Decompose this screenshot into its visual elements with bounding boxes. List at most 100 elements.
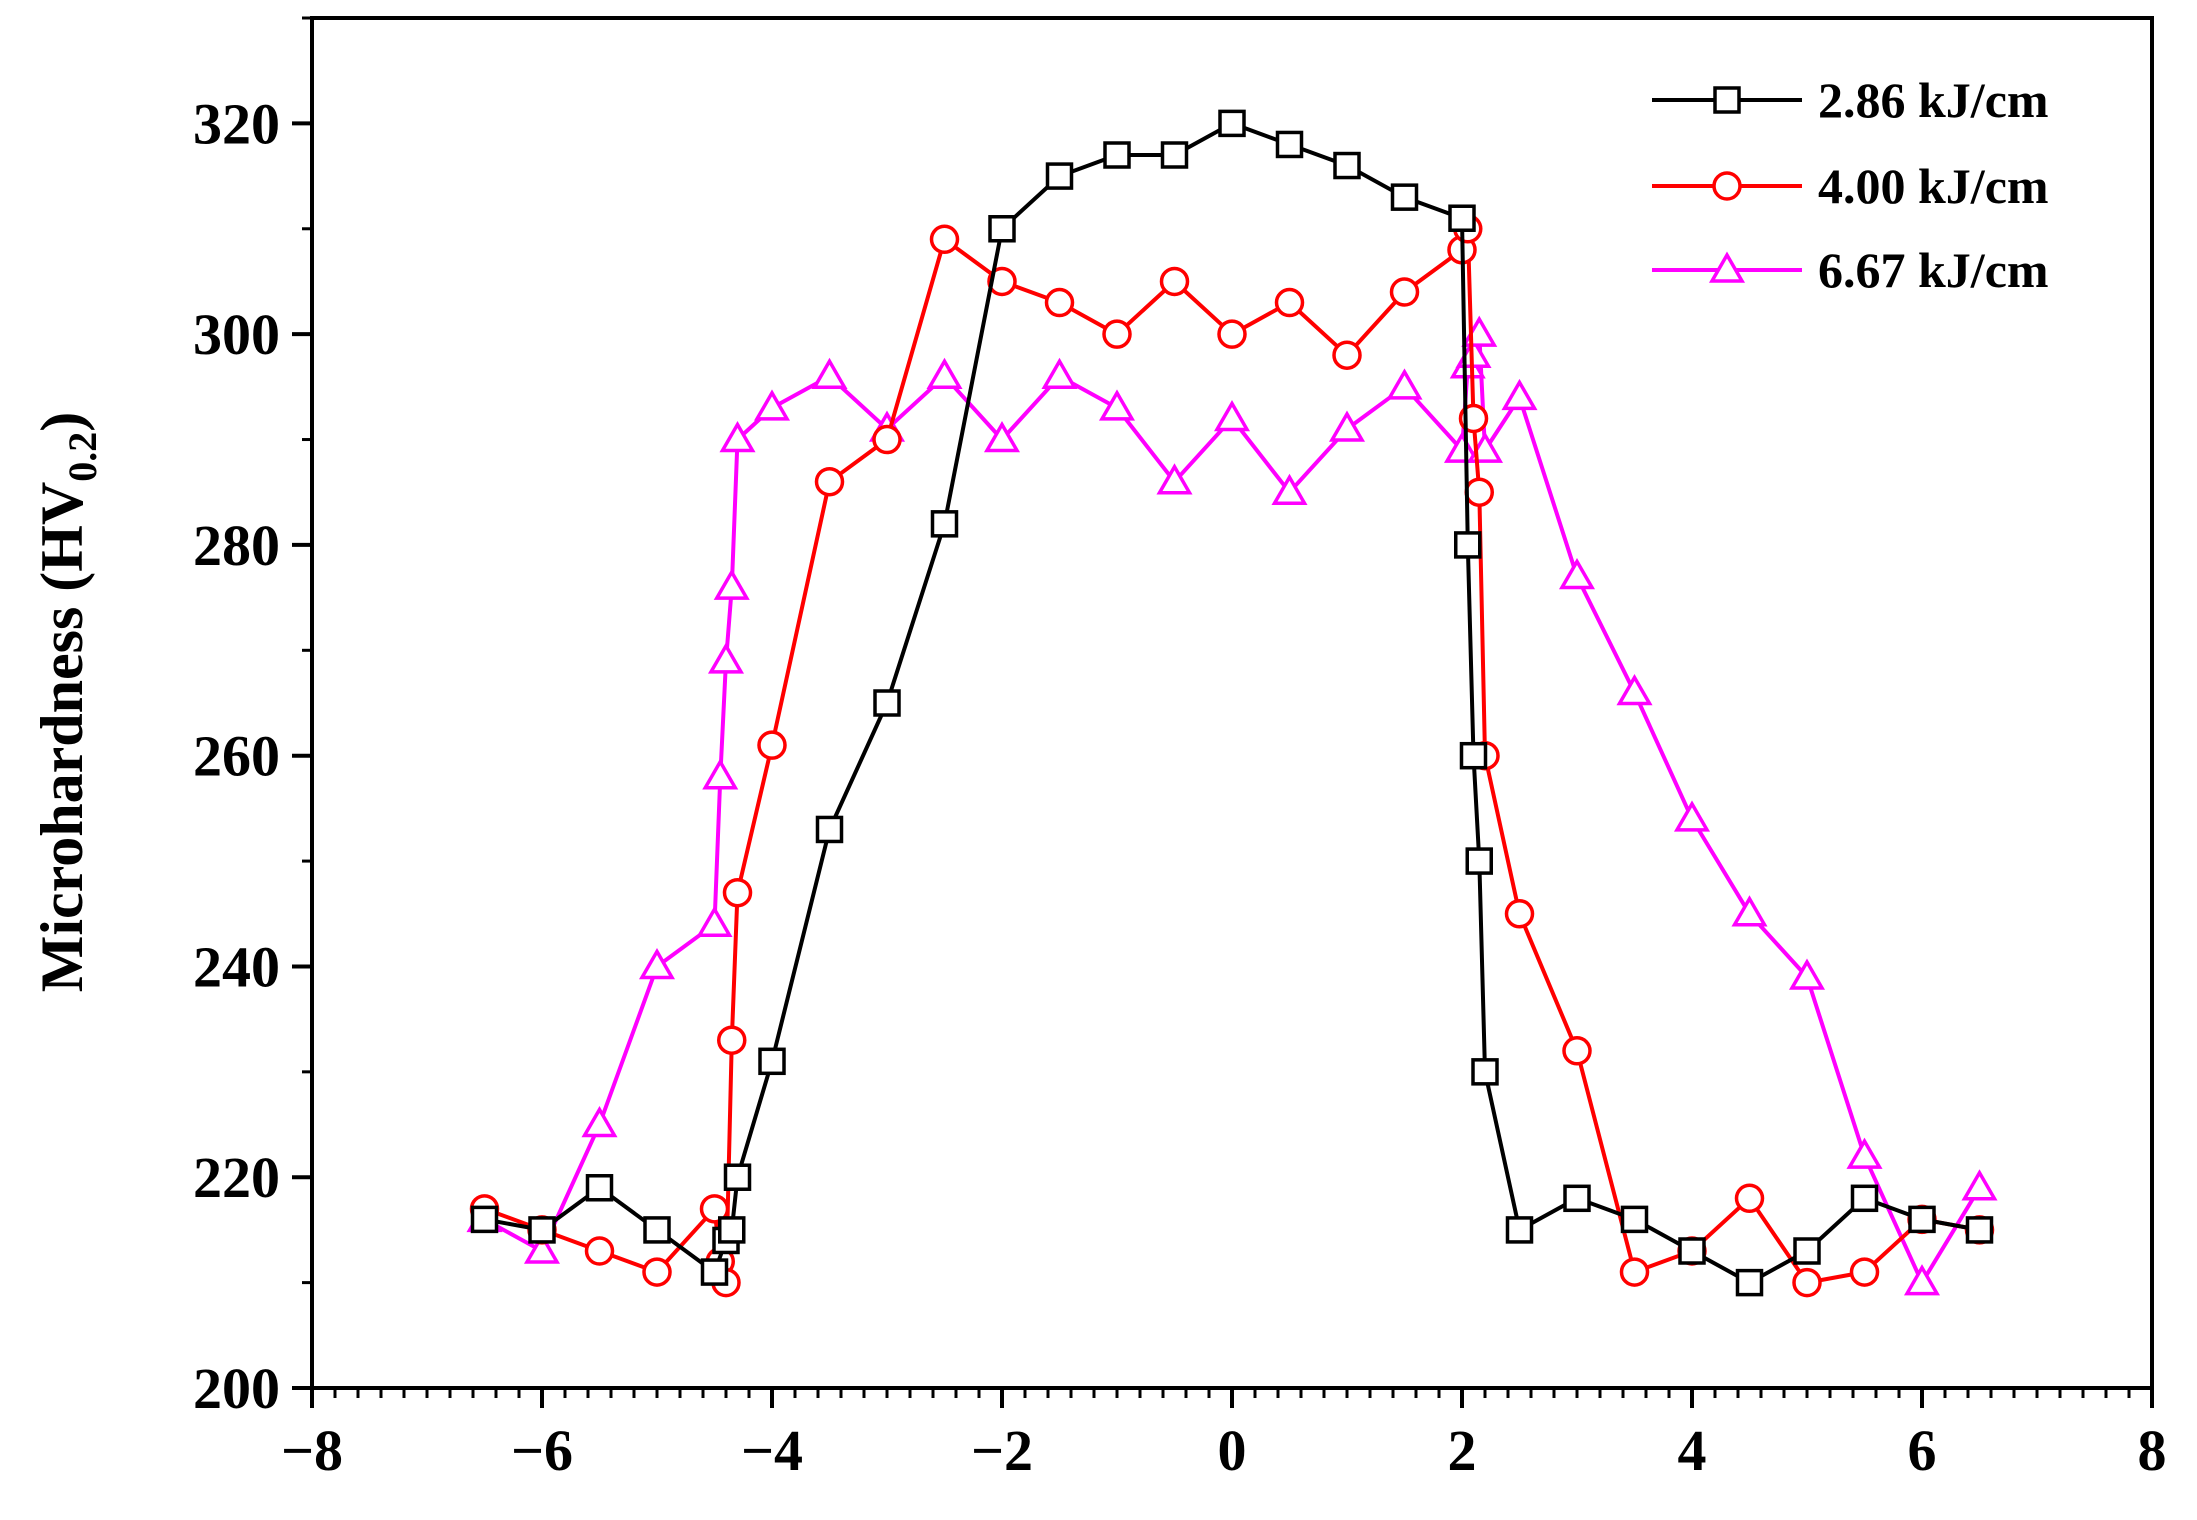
data-point	[872, 424, 902, 455]
legend-marker	[1713, 86, 1741, 114]
x-tick-label: 6	[1908, 1418, 1937, 1483]
data-point	[585, 1174, 614, 1202]
data-point	[930, 510, 959, 538]
data-point	[1558, 558, 1596, 590]
data-point	[1849, 1257, 1880, 1287]
data-point	[1041, 357, 1078, 390]
data-point	[713, 568, 750, 600]
x-tick-label: 2	[1448, 1418, 1477, 1483]
data-point	[1217, 319, 1247, 349]
data-point	[1903, 1264, 1941, 1296]
legend-label: 2.86 kJ/cm	[1818, 72, 2049, 128]
axes-layer: −8 −6 −4 −2 0 2 4 6 8 200 220 240 260 280 300 320	[193, 16, 2167, 1483]
data-point	[1788, 958, 1826, 990]
data-point	[1102, 319, 1132, 349]
data-point	[699, 1194, 730, 1224]
data-point	[1563, 1184, 1591, 1213]
data-point	[643, 1216, 671, 1244]
x-tick-label: 4	[1678, 1418, 1707, 1483]
data-point	[1846, 1137, 1883, 1169]
data-point	[1734, 1183, 1765, 1214]
data-point	[988, 215, 1016, 243]
data-point	[757, 730, 787, 760]
data-point	[1619, 1257, 1650, 1287]
data-point	[718, 1216, 746, 1244]
data-point	[753, 389, 791, 421]
data-point	[1454, 531, 1482, 559]
data-point	[1098, 389, 1136, 421]
x-tick-label: 8	[2138, 1418, 2167, 1483]
data-point	[1332, 340, 1362, 370]
data-point	[811, 357, 848, 390]
data-point	[1159, 266, 1190, 297]
data-point	[1501, 378, 1538, 411]
y-axis-title-close: )	[29, 412, 95, 432]
data-point	[528, 1216, 556, 1244]
data-point	[1961, 1169, 1998, 1201]
data-point	[1850, 1184, 1879, 1213]
data-point	[581, 1106, 618, 1138]
data-point	[696, 905, 733, 938]
data-point	[1464, 477, 1494, 507]
series-2	[469, 214, 1995, 1298]
data-point	[1678, 1237, 1706, 1265]
y-axis-title-subscript: 0.2	[60, 432, 105, 482]
data-point	[1505, 1216, 1534, 1244]
data-point	[987, 266, 1017, 297]
data-point	[642, 1257, 672, 1287]
y-tick-label: 220	[193, 1145, 280, 1210]
data-point	[717, 1025, 747, 1055]
data-point	[1731, 895, 1768, 927]
data-point	[926, 357, 963, 390]
data-point	[1616, 673, 1653, 706]
data-point	[1044, 287, 1075, 318]
data-point	[1448, 204, 1476, 232]
legend-marker	[1712, 171, 1742, 201]
data-point	[1156, 463, 1193, 495]
data-point	[638, 947, 676, 980]
data-point	[722, 877, 753, 908]
data-point	[1562, 1036, 1592, 1066]
data-point	[1908, 1205, 1936, 1234]
series-line	[484, 121, 1980, 1285]
data-point	[758, 1047, 786, 1076]
data-point	[1793, 1237, 1821, 1265]
data-point	[1328, 410, 1366, 442]
data-point	[1275, 130, 1304, 159]
data-point	[983, 421, 1021, 453]
data-point	[1673, 800, 1711, 832]
data-point	[1333, 151, 1361, 180]
legend-label: 4.00 kJ/cm	[1818, 158, 2049, 214]
legend-marker	[1708, 251, 1746, 283]
data-point	[1965, 1216, 1994, 1244]
series-line	[483, 226, 1980, 1285]
y-tick-label: 320	[193, 91, 280, 156]
series-line	[483, 332, 1982, 1285]
series-1	[470, 109, 1994, 1297]
plot-layer	[466, 109, 1998, 1298]
data-point	[1471, 1058, 1499, 1086]
data-point	[1504, 899, 1535, 929]
data-point	[1274, 287, 1305, 318]
data-point	[1103, 141, 1131, 169]
data-point	[470, 1205, 499, 1234]
data-point	[1386, 368, 1423, 400]
x-tick-label: 0	[1218, 1418, 1247, 1483]
data-point	[873, 689, 901, 717]
data-point	[1390, 183, 1419, 211]
data-point	[1271, 473, 1308, 505]
y-axis-title-main: Microhardness (HV	[29, 482, 95, 993]
x-tick-label: −8	[281, 1418, 343, 1483]
series-3	[466, 315, 1998, 1296]
data-point	[1218, 109, 1246, 138]
x-tick-label: −6	[511, 1418, 573, 1483]
y-tick-label: 240	[193, 934, 280, 999]
data-point	[1160, 141, 1189, 169]
legend-label: 6.67 kJ/cm	[1818, 242, 2049, 298]
data-point	[1465, 847, 1493, 875]
y-tick-label: 280	[193, 513, 280, 578]
data-point	[1735, 1268, 1764, 1297]
data-point	[707, 642, 745, 674]
data-point	[584, 1236, 615, 1266]
